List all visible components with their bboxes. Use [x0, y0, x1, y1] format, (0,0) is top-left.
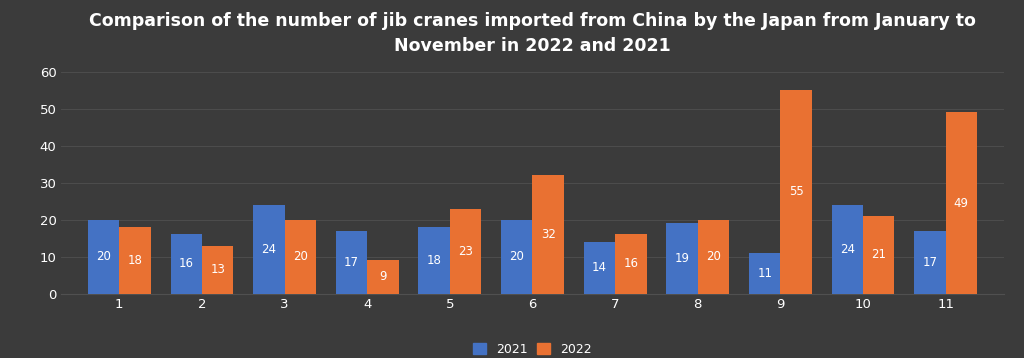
Text: 18: 18: [427, 254, 441, 267]
Title: Comparison of the number of jib cranes imported from China by the Japan from Jan: Comparison of the number of jib cranes i…: [89, 11, 976, 54]
Text: 19: 19: [675, 252, 689, 265]
Bar: [119, 227, 151, 294]
Text: 20: 20: [706, 250, 721, 263]
Bar: [501, 220, 532, 294]
Bar: [946, 112, 977, 294]
Text: 32: 32: [541, 228, 556, 241]
Text: 21: 21: [871, 248, 886, 261]
Text: 9: 9: [379, 270, 387, 284]
Bar: [88, 220, 119, 294]
Bar: [368, 260, 398, 294]
Bar: [285, 220, 316, 294]
Bar: [202, 246, 233, 294]
Bar: [749, 253, 780, 294]
Text: 16: 16: [179, 257, 194, 271]
Bar: [780, 90, 812, 294]
Bar: [697, 220, 729, 294]
Text: 24: 24: [840, 243, 855, 256]
Bar: [450, 209, 481, 294]
Text: 23: 23: [458, 245, 473, 257]
Bar: [419, 227, 450, 294]
Bar: [253, 205, 285, 294]
Text: 11: 11: [757, 267, 772, 280]
Text: 14: 14: [592, 261, 607, 274]
Text: 55: 55: [788, 185, 804, 198]
Text: 20: 20: [509, 250, 524, 263]
Text: 17: 17: [923, 256, 937, 268]
Bar: [914, 231, 946, 294]
Text: 16: 16: [624, 257, 638, 271]
Text: 17: 17: [344, 256, 359, 268]
Bar: [863, 216, 894, 294]
Text: 49: 49: [954, 197, 969, 209]
Text: 18: 18: [128, 254, 142, 267]
Bar: [831, 205, 863, 294]
Bar: [667, 223, 697, 294]
Text: 24: 24: [261, 243, 276, 256]
Bar: [584, 242, 615, 294]
Bar: [171, 234, 202, 294]
Legend: 2021, 2022: 2021, 2022: [468, 338, 597, 358]
Bar: [532, 175, 564, 294]
Text: 20: 20: [293, 250, 307, 263]
Bar: [615, 234, 646, 294]
Text: 13: 13: [210, 263, 225, 276]
Text: 20: 20: [96, 250, 111, 263]
Bar: [336, 231, 368, 294]
